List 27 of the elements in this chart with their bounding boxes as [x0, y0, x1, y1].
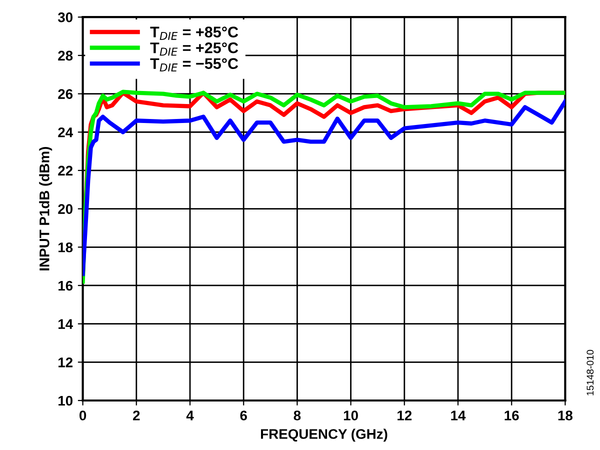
x-tick-label: 8	[294, 410, 301, 420]
y-tick-label: 14	[58, 319, 74, 329]
legend-label: T$_{DIE}$ = +25°C	[150, 42, 238, 56]
y-tick-label: 10	[58, 396, 73, 406]
x-tick-label: 14	[451, 410, 466, 420]
y-tick-label: 24	[58, 127, 74, 138]
x-tick-label: 12	[398, 410, 412, 420]
text: 15148-010	[586, 350, 594, 396]
x-axis-title: FREQUENCY (GHz)	[261, 428, 388, 442]
x-tick-label: 18	[558, 410, 572, 420]
y-tick-label: 22	[58, 166, 73, 176]
x-tick-label: 10	[344, 410, 358, 420]
x-tick-label: 6	[240, 410, 247, 420]
y-axis-title: INPUT P1dB (dBm)	[39, 146, 52, 270]
x-tick-label: 0	[79, 410, 86, 420]
y-tick-label: 28	[58, 50, 73, 61]
legend-label: T$_{DIE}$ = +85°C	[150, 26, 238, 40]
x-tick-label: 4	[186, 410, 194, 420]
y-tick-label: 18	[58, 242, 73, 252]
x-tick-label: 16	[504, 410, 519, 420]
y-tick-label: 16	[58, 280, 73, 291]
y-tick-label: 26	[58, 89, 73, 99]
legend-label: T$_{DIE}$ = −55°C	[150, 58, 238, 72]
y-tick-label: 30	[58, 12, 73, 22]
y-tick-label: 20	[58, 204, 73, 214]
x-tick-label: 2	[133, 410, 140, 420]
y-tick-label: 12	[58, 357, 73, 368]
